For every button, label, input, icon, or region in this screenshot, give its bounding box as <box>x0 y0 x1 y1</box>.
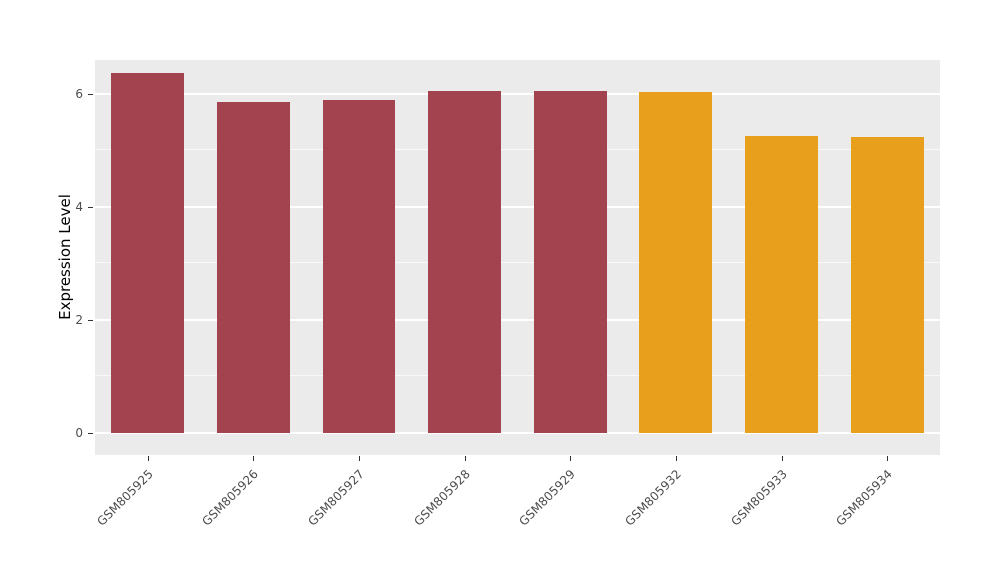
bar-GSM805929 <box>533 90 607 433</box>
bar-GSM805928 <box>428 90 502 433</box>
x-tick-label-GSM805925: GSM805925 <box>94 467 156 529</box>
x-tick-label-GSM805934: GSM805934 <box>833 467 896 529</box>
gridline-major <box>95 205 940 208</box>
x-tick-mark <box>570 456 572 461</box>
x-tick-mark <box>675 456 677 461</box>
y-tick-mark <box>88 206 93 208</box>
gridline-major <box>95 431 940 434</box>
gridline-minor <box>95 149 940 151</box>
gridline-minor <box>95 262 940 264</box>
x-tick-mark <box>253 456 255 461</box>
bar-GSM805927 <box>322 99 396 433</box>
y-tick-label: 2 <box>75 312 83 327</box>
y-tick-mark <box>88 432 93 434</box>
x-tick-label-GSM805926: GSM805926 <box>199 467 262 529</box>
x-tick-label-GSM805928: GSM805928 <box>411 467 473 529</box>
bar-GSM805933 <box>745 136 818 433</box>
y-tick-mark <box>88 319 93 321</box>
bar-GSM805932 <box>639 92 713 433</box>
gridline-major <box>95 318 940 321</box>
gridline-minor <box>95 375 940 377</box>
gridline-major <box>95 92 940 95</box>
y-tick-label: 4 <box>75 199 83 214</box>
x-tick-mark <box>147 456 149 461</box>
x-tick-mark <box>464 456 466 461</box>
bar-GSM805934 <box>850 137 924 433</box>
bar-GSM805925 <box>111 73 185 433</box>
y-tick-label: 6 <box>75 86 83 101</box>
x-tick-mark <box>781 456 783 461</box>
x-tick-mark <box>887 456 889 461</box>
x-tick-mark <box>359 456 361 461</box>
x-tick-label-GSM805929: GSM805929 <box>516 467 579 529</box>
bar-GSM805926 <box>216 101 290 433</box>
x-tick-label-GSM805927: GSM805927 <box>305 467 367 529</box>
x-tick-label-GSM805932: GSM805932 <box>622 467 684 529</box>
y-tick-label: 0 <box>75 425 83 440</box>
plot-panel <box>95 60 940 455</box>
y-tick-mark <box>88 93 93 95</box>
x-tick-label-GSM805933: GSM805933 <box>727 467 790 529</box>
